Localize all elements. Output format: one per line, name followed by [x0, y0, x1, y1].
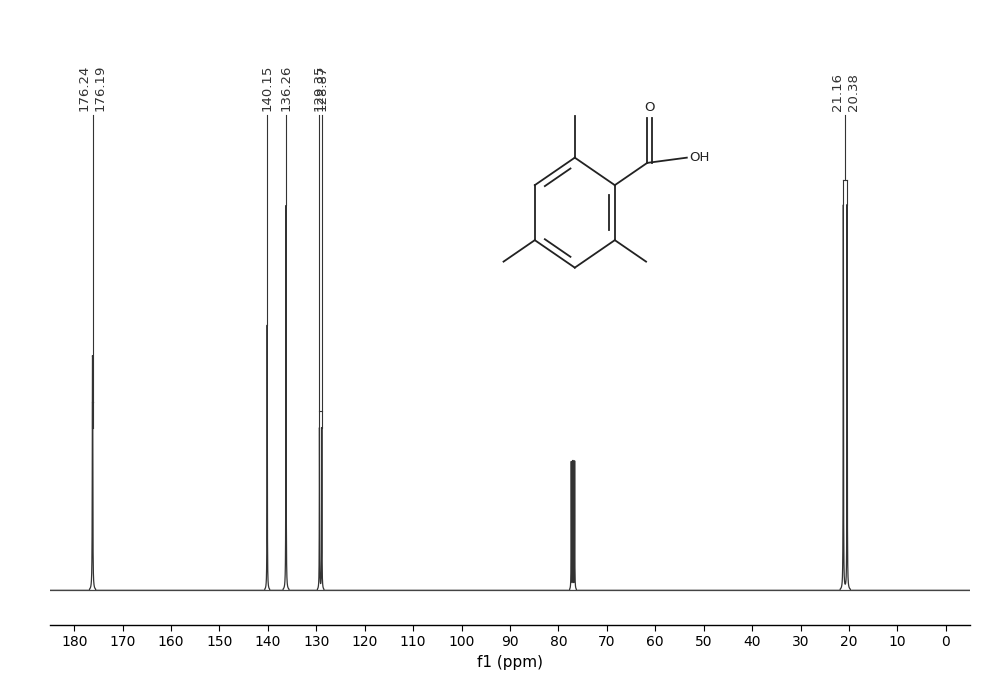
Text: 140.15: 140.15: [261, 65, 274, 111]
X-axis label: f1 (ppm): f1 (ppm): [477, 654, 543, 670]
Text: 21.16
20.38: 21.16 20.38: [831, 73, 860, 111]
Text: O: O: [644, 101, 655, 115]
Text: 128.87: 128.87: [315, 65, 328, 111]
Text: 129.35: 129.35: [313, 65, 326, 111]
Text: OH: OH: [689, 151, 709, 164]
Text: 176.24
176.19: 176.24 176.19: [78, 65, 107, 111]
Text: 136.26: 136.26: [280, 65, 293, 111]
